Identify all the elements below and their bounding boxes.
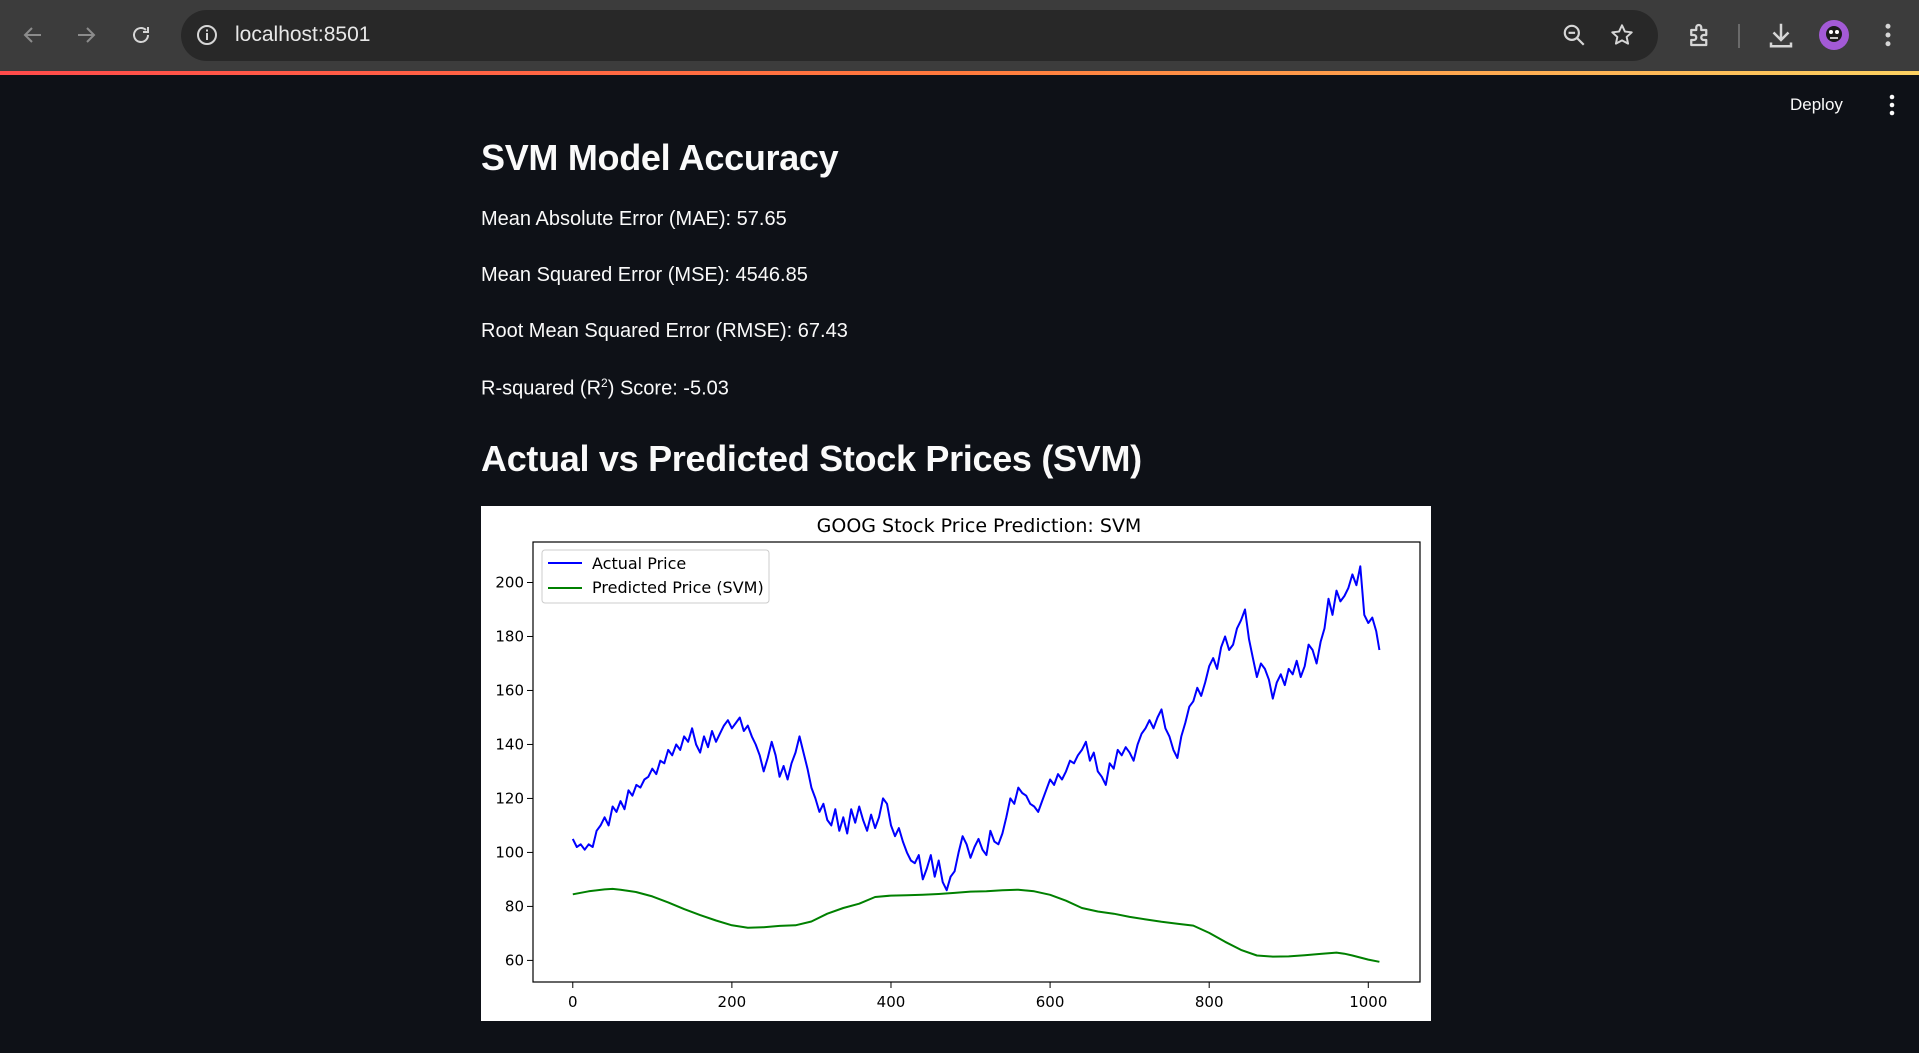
forward-arrow-icon xyxy=(78,27,96,43)
back-button[interactable] xyxy=(15,17,51,53)
rmse-text: Root Mean Squared Error (RMSE): 67.43 xyxy=(481,320,848,342)
chart-section-heading: Actual vs Predicted Stock Prices (SVM) xyxy=(481,438,1142,479)
kebab-menu-icon[interactable] xyxy=(1873,20,1903,50)
legend-label-actual: Actual Price xyxy=(592,554,686,573)
info-icon[interactable] xyxy=(195,23,219,47)
y-tick-label: 60 xyxy=(505,951,524,969)
x-tick-label: 200 xyxy=(718,993,747,1011)
y-tick-label: 200 xyxy=(495,573,524,591)
y-tick-label: 100 xyxy=(495,843,524,861)
axis-ticks: 0 200 400 600 800 1000 60 80 100 120 140 160 180 200 xyxy=(495,573,1387,1011)
reload-button[interactable] xyxy=(123,17,159,53)
star-icon[interactable] xyxy=(1609,22,1635,48)
browser-toolbar: localhost:8501 xyxy=(0,0,1919,71)
y-tick-label: 160 xyxy=(495,681,524,699)
legend: Actual Price Predicted Price (SVM) xyxy=(541,549,770,604)
y-tick-label: 140 xyxy=(495,735,524,753)
legend-box xyxy=(541,549,770,604)
zoom-icon[interactable] xyxy=(1561,22,1587,48)
chart-title: GOOG Stock Price Prediction: SVM xyxy=(817,515,1142,537)
forward-button[interactable] xyxy=(68,17,104,53)
stock-price-chart: GOOG Stock Price Prediction: SVM 0 200 400… xyxy=(495,515,1421,1011)
deploy-button[interactable]: Deploy xyxy=(1790,95,1843,114)
x-tick-label: 800 xyxy=(1195,993,1224,1011)
legend-label-predicted: Predicted Price (SVM) xyxy=(592,578,764,597)
x-tick-label: 1000 xyxy=(1349,993,1387,1011)
x-tick-label: 0 xyxy=(568,993,578,1011)
r2-prefix: R-squared (R xyxy=(481,377,602,400)
r2-suffix: ) Score: -5.03 xyxy=(607,377,729,400)
app-menu-icon[interactable] xyxy=(1880,92,1904,118)
app-decoration-bar xyxy=(0,71,1919,75)
y-tick-label: 120 xyxy=(495,789,524,807)
plot-series xyxy=(571,565,1381,963)
x-tick-label: 400 xyxy=(877,993,906,1011)
address-bar[interactable]: localhost:8501 xyxy=(181,10,1658,61)
actual-price-line xyxy=(571,565,1381,892)
reload-icon xyxy=(133,27,149,43)
r2-text: R-squared (R2) Score: -5.03 xyxy=(481,376,729,401)
stock-chart-image: GOOG Stock Price Prediction: SVM 0 200 400… xyxy=(481,506,1431,1021)
y-tick-label: 80 xyxy=(505,897,524,915)
extensions-icon[interactable] xyxy=(1685,20,1715,50)
profile-avatar[interactable] xyxy=(1819,20,1849,50)
back-arrow-icon xyxy=(23,27,41,43)
plot-frame xyxy=(532,541,1421,983)
download-icon[interactable] xyxy=(1766,20,1796,50)
avatar-face-icon xyxy=(1826,26,1842,42)
predicted-price-line xyxy=(572,887,1380,963)
url-text[interactable]: localhost:8501 xyxy=(235,23,371,46)
toolbar-divider xyxy=(1738,24,1740,48)
mae-text: Mean Absolute Error (MAE): 57.65 xyxy=(481,208,787,230)
mse-text: Mean Squared Error (MSE): 4546.85 xyxy=(481,264,808,286)
x-tick-label: 600 xyxy=(1036,993,1065,1011)
r2-superscript: 2 xyxy=(601,376,608,390)
accuracy-heading: SVM Model Accuracy xyxy=(481,137,839,178)
y-tick-label: 180 xyxy=(495,627,524,645)
